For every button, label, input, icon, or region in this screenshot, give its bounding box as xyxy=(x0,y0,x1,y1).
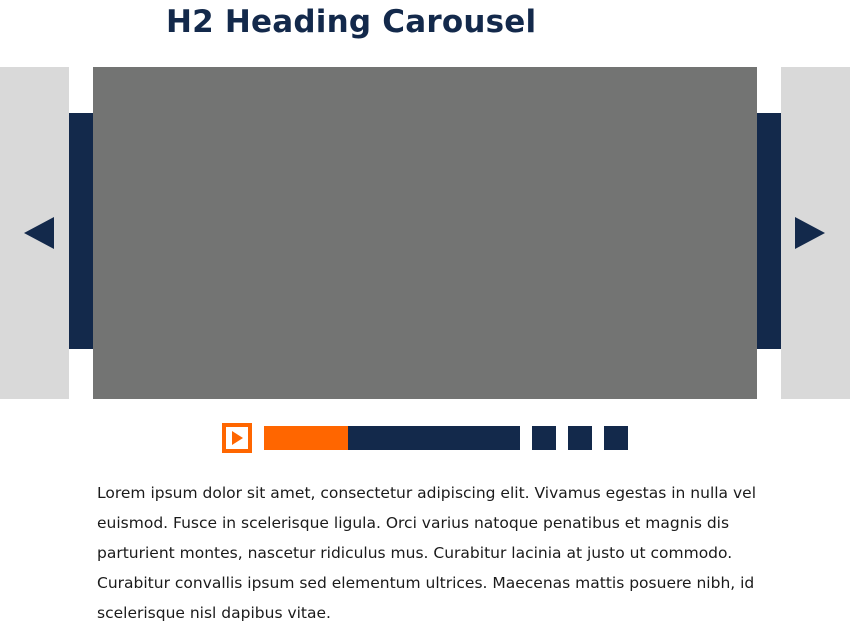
triangle-left-icon xyxy=(24,217,54,249)
next-slide-peek xyxy=(757,113,781,349)
progress-bar[interactable] xyxy=(264,426,520,450)
slide-indicator-1[interactable] xyxy=(532,426,556,450)
carousel-heading: H2 Heading Carousel xyxy=(166,4,537,40)
previous-slide-peek xyxy=(69,113,93,349)
triangle-right-icon xyxy=(795,217,825,249)
slide-indicator-2[interactable] xyxy=(568,426,592,450)
carousel-description: Lorem ipsum dolor sit amet, consectetur … xyxy=(97,484,756,622)
carousel-slide xyxy=(93,67,757,399)
previous-slide-button[interactable] xyxy=(0,67,69,399)
next-slide-button[interactable] xyxy=(781,67,850,399)
progress-fill xyxy=(264,426,349,450)
slide-indicator-3[interactable] xyxy=(604,426,628,450)
play-button[interactable] xyxy=(222,423,252,453)
play-icon xyxy=(226,427,248,449)
